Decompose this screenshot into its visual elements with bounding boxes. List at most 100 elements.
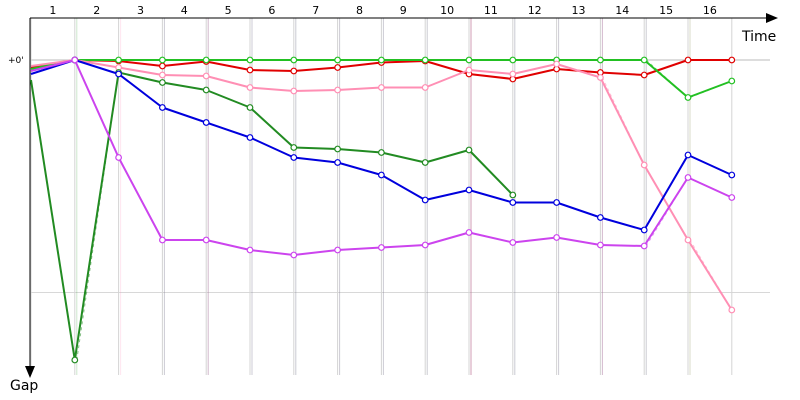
data-point <box>158 236 166 244</box>
data-point <box>334 159 342 166</box>
data-point <box>378 84 385 91</box>
data-point <box>158 104 166 111</box>
data-point <box>71 356 79 364</box>
lap-label: 15 <box>659 4 673 17</box>
data-point <box>158 56 166 64</box>
lap-label: 16 <box>703 4 717 17</box>
data-point <box>597 214 604 221</box>
lap-label: 13 <box>572 4 586 17</box>
data-point <box>728 77 736 85</box>
data-point <box>421 56 429 64</box>
data-point <box>334 246 342 254</box>
data-point <box>640 226 648 234</box>
data-point <box>421 196 429 204</box>
data-point <box>378 171 385 179</box>
series-3 <box>30 56 736 314</box>
data-point <box>158 71 166 79</box>
data-point <box>597 74 604 81</box>
x-axis-arrow <box>766 13 778 23</box>
data-point <box>158 62 166 70</box>
data-point <box>334 86 342 94</box>
data-point <box>553 60 560 68</box>
data-point <box>290 56 298 64</box>
lap-label: 1 <box>49 4 56 17</box>
data-point <box>421 84 429 91</box>
lap-label: 8 <box>356 4 363 17</box>
data-point <box>158 79 166 86</box>
lap-label: 3 <box>137 4 144 17</box>
data-point <box>728 194 736 201</box>
data-point <box>640 242 648 250</box>
data-point <box>728 171 736 179</box>
data-point <box>684 94 692 101</box>
data-point <box>684 56 692 64</box>
data-point <box>465 186 473 194</box>
data-point <box>597 241 604 249</box>
series-lines <box>30 56 736 364</box>
data-point <box>597 56 604 64</box>
data-point <box>290 67 298 75</box>
data-point <box>378 56 385 64</box>
data-point <box>465 66 473 74</box>
data-point <box>421 159 429 166</box>
data-point <box>115 154 122 161</box>
data-point <box>465 146 473 154</box>
data-point <box>509 70 517 78</box>
zero-gap-label: +0' <box>8 56 24 66</box>
series-5 <box>30 56 736 234</box>
data-point <box>202 86 210 94</box>
data-point <box>246 104 254 111</box>
series-6 <box>30 56 736 259</box>
data-point <box>378 149 385 156</box>
data-point <box>378 244 385 251</box>
data-point <box>640 161 648 169</box>
lap-label: 9 <box>400 4 407 17</box>
lap-labels: 1 2 3 4 5 6 7 8 9 10 11 12 13 14 15 16 <box>49 4 717 17</box>
pit-stop-guides <box>76 18 733 375</box>
lap-label: 11 <box>484 4 498 17</box>
data-point <box>684 151 692 159</box>
lap-label: 10 <box>440 4 454 17</box>
data-point <box>246 66 254 74</box>
data-point <box>509 199 517 206</box>
data-point <box>421 241 429 249</box>
data-point <box>202 56 210 64</box>
lap-label: 5 <box>225 4 232 17</box>
data-point <box>465 229 473 236</box>
data-point <box>640 71 648 79</box>
data-point <box>202 119 210 126</box>
data-point <box>202 72 210 80</box>
data-point <box>640 56 648 64</box>
data-point <box>553 199 560 206</box>
lap-label: 12 <box>528 4 542 17</box>
y-axis-arrow <box>25 366 35 378</box>
data-point <box>684 236 692 244</box>
data-point <box>246 246 254 254</box>
data-point <box>115 70 122 78</box>
data-point <box>509 191 517 199</box>
data-point <box>334 56 342 64</box>
data-point <box>509 239 517 246</box>
data-point <box>509 56 517 64</box>
y-axis-title: Gap <box>10 378 38 394</box>
data-point <box>246 134 254 141</box>
data-point <box>290 154 298 161</box>
series-4 <box>30 69 517 364</box>
data-point <box>553 234 560 241</box>
lap-label: 4 <box>181 4 188 17</box>
data-point <box>290 144 298 151</box>
data-point <box>465 56 473 64</box>
x-axis-title: Time <box>741 29 776 45</box>
data-point <box>246 56 254 64</box>
axes: Time Gap +0' <box>8 13 778 394</box>
data-point <box>334 64 342 71</box>
lap-label: 14 <box>615 4 629 17</box>
data-point <box>334 145 342 153</box>
data-point <box>684 174 692 181</box>
series-line <box>30 71 514 361</box>
lap-label: 7 <box>312 4 319 17</box>
data-point <box>71 56 79 64</box>
data-point <box>115 56 122 64</box>
data-point <box>290 251 298 259</box>
